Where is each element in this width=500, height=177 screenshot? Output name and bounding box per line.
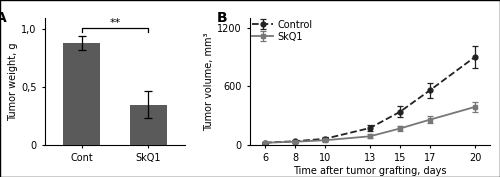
Legend: Control, SkQ1: Control, SkQ1: [251, 19, 314, 42]
Text: A: A: [0, 11, 7, 25]
Text: B: B: [216, 11, 227, 25]
Bar: [130, 105, 166, 145]
X-axis label: Time after tumor grafting, days: Time after tumor grafting, days: [293, 166, 447, 176]
Text: **: **: [110, 18, 120, 28]
Y-axis label: Tumor weight, g: Tumor weight, g: [8, 42, 18, 121]
Y-axis label: Tumor volume, mm³: Tumor volume, mm³: [204, 32, 214, 131]
Bar: [64, 43, 100, 145]
